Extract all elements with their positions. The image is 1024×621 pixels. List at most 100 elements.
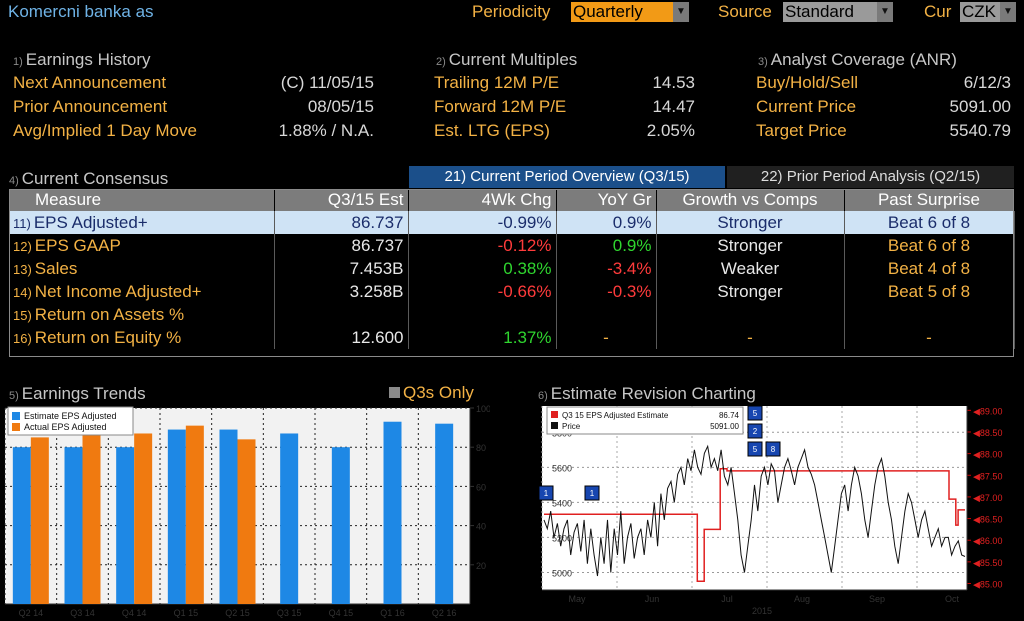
- bar: [383, 421, 402, 604]
- estimate-cell: [274, 303, 409, 326]
- bar: [82, 435, 101, 604]
- analyst-coverage-title[interactable]: 3) Analyst Coverage (ANR): [758, 50, 957, 69]
- est-ltg-value: 2.05%: [646, 121, 695, 140]
- col-yoy-gr[interactable]: YoY Gr: [556, 189, 657, 211]
- bar: [134, 433, 153, 604]
- current-multiples-title[interactable]: 2) Current Multiples: [436, 50, 578, 69]
- bar: [435, 423, 454, 604]
- currency-dropdown-arrow-icon[interactable]: ▼: [1000, 2, 1016, 22]
- buy-hold-sell-value: 6/12/3: [963, 73, 1011, 92]
- line-x-tick-label: Oct: [945, 594, 960, 604]
- line-right-tick-label: ◀87.50: [973, 471, 1002, 481]
- event-marker-label: 5: [753, 409, 758, 418]
- col-measure[interactable]: Measure: [9, 189, 275, 211]
- forward-pe-label: Forward 12M P/E: [434, 97, 567, 116]
- 4wk-chg-cell: 0.38%: [408, 257, 557, 280]
- source-dropdown[interactable]: Standard: [783, 2, 877, 22]
- col-estimate[interactable]: Q3/15 Est: [274, 189, 409, 211]
- growth-vs-comps-cell: Weaker: [656, 257, 845, 280]
- table-row[interactable]: 14) Net Income Adjusted+ 3.258B -0.66% -0…: [9, 280, 1015, 303]
- bar: [219, 429, 238, 604]
- tab-prior-period-analysis[interactable]: 22) Prior Period Analysis (Q2/15): [727, 166, 1014, 188]
- bar: [167, 429, 186, 604]
- line-right-tick-label: ◀86.00: [973, 536, 1002, 546]
- 4wk-chg-cell: -0.99%: [408, 211, 557, 234]
- event-marker: [538, 485, 554, 501]
- prior-announcement-label: Prior Announcement: [13, 97, 168, 116]
- table-row[interactable]: 15) Return on Assets %: [9, 303, 1015, 326]
- col-growth-vs-comps[interactable]: Growth vs Comps: [656, 189, 845, 211]
- table-row[interactable]: 12) EPS GAAP 86.737 -0.12% 0.9% Stronger …: [9, 234, 1015, 257]
- line-x-tick-label: Aug: [794, 594, 810, 604]
- line-right-tick-label: ◀86.50: [973, 515, 1002, 525]
- q3s-only-toggle[interactable]: Q3s Only: [389, 383, 474, 403]
- bar-x-tick-label: Q4 14: [122, 608, 147, 618]
- estimate-cell: 3.258B: [274, 280, 409, 303]
- estimate-revision-chart: 50005200540056005800◀85.00◀85.50◀86.00◀8…: [538, 405, 1002, 616]
- periodicity-label: Periodicity: [472, 2, 551, 21]
- event-marker: [765, 441, 781, 457]
- earnings-trends-title: 5) Earnings Trends: [9, 384, 146, 403]
- buy-hold-sell-label: Buy/Hold/Sell: [756, 73, 859, 92]
- table-row[interactable]: 13) Sales 7.453B 0.38% -3.4% Weaker Beat …: [9, 257, 1015, 280]
- trailing-pe-label: Trailing 12M P/E: [434, 73, 560, 92]
- periodicity-dropdown[interactable]: Quarterly: [571, 2, 673, 22]
- line-left-tick-label: 5000: [552, 568, 572, 578]
- estimate-cell: 86.737: [274, 234, 409, 257]
- current-price-value: 5091.00: [949, 97, 1011, 116]
- bar-legend-box: [7, 406, 134, 436]
- bar-x-tick-label: Q4 15: [329, 608, 354, 618]
- estimate-series-line: [544, 468, 965, 583]
- event-marker: [747, 423, 763, 439]
- bar-y-tick-label: 40: [476, 522, 486, 532]
- tab-current-period-overview[interactable]: 21) Current Period Overview (Q3/15): [409, 166, 725, 188]
- growth-vs-comps-cell: Stronger: [656, 211, 845, 234]
- col-past-surprise[interactable]: Past Surprise: [844, 189, 1015, 211]
- past-surprise-cell: Beat 4 of 8: [844, 257, 1015, 280]
- 4wk-chg-cell: -0.12%: [408, 234, 557, 257]
- line-right-tick-label: ◀85.50: [973, 558, 1002, 568]
- line-right-tick-label: ◀87.00: [973, 493, 1002, 503]
- line-x-tick-label: May: [568, 594, 586, 604]
- growth-vs-comps-cell: [656, 303, 845, 326]
- table-row[interactable]: 11) EPS Adjusted+ 86.737 -0.99% 0.9% Stro…: [9, 211, 1015, 234]
- line-left-tick-label: 5400: [552, 498, 572, 508]
- earnings-history-title[interactable]: 1) Earnings History: [13, 50, 151, 69]
- yoy-gr-cell: -: [556, 326, 657, 349]
- source-dropdown-arrow-icon[interactable]: ▼: [877, 2, 893, 22]
- bar: [331, 447, 350, 604]
- currency-dropdown[interactable]: CZK: [960, 2, 1000, 22]
- line-right-tick-label: ◀88.50: [973, 428, 1002, 438]
- line-legend-value: 5091.00: [710, 422, 739, 431]
- table-row[interactable]: 16) Return on Equity % 12.600 1.37% - - -: [9, 326, 1015, 349]
- measure-cell: 16) Return on Equity %: [9, 326, 275, 349]
- line-right-tick-label: ◀88.00: [973, 450, 1002, 460]
- target-price-value: 5540.79: [949, 121, 1011, 140]
- col-4wk-chg[interactable]: 4Wk Chg: [408, 189, 557, 211]
- estimate-cell: 7.453B: [274, 257, 409, 280]
- bar-x-tick-label: Q3 15: [277, 608, 302, 618]
- line-legend-label: Price: [562, 422, 581, 431]
- event-marker: [584, 485, 600, 501]
- checkbox-icon[interactable]: [389, 387, 400, 398]
- 4wk-chg-cell: [408, 303, 557, 326]
- bar-y-tick-label: 100: [476, 404, 490, 414]
- avg-move-value: 1.88% / N.A.: [278, 121, 374, 140]
- line-legend-value: 86.74: [719, 411, 740, 420]
- bar-y-tick-label: 60: [476, 482, 486, 492]
- line-legend-label: Q3 15 EPS Adjusted Estimate: [562, 411, 669, 420]
- periodicity-dropdown-arrow-icon[interactable]: ▼: [673, 2, 689, 22]
- growth-vs-comps-cell: Stronger: [656, 280, 845, 303]
- line-legend-box: [546, 406, 744, 435]
- estimate-cell: 86.737: [274, 211, 409, 234]
- line-x-tick-label: Jun: [645, 594, 660, 604]
- event-marker-label: 1: [590, 489, 595, 498]
- bar-x-tick-label: Q3 14: [70, 608, 95, 618]
- est-ltg-label: Est. LTG (EPS): [434, 121, 550, 140]
- earnings-trends-chart: 20 40 60 80 100 Q2 14 Q3 14 Q4 14 Q1 15 Q2 15 Q3 1…: [4, 404, 490, 618]
- bar-legend-label: Actual EPS Adjusted: [24, 422, 107, 432]
- measure-cell: 12) EPS GAAP: [9, 234, 275, 257]
- past-surprise-cell: [844, 303, 1015, 326]
- forward-pe-value: 14.47: [652, 97, 695, 116]
- bar-legend-swatch: [12, 423, 20, 431]
